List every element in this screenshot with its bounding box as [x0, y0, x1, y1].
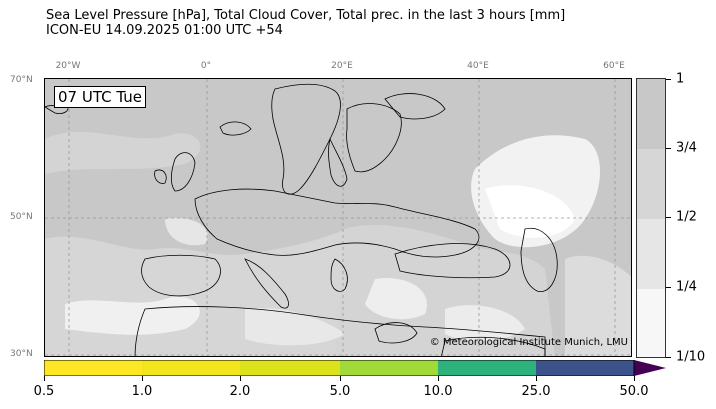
cloud-cover-colorbar — [636, 78, 666, 358]
precip-tick — [634, 376, 635, 381]
lon-label-40e: 40°E — [467, 61, 489, 71]
cloud-cover-tick — [666, 148, 671, 149]
cloud-cover-tick — [666, 357, 671, 358]
precip-label-50.0: 50.0 — [619, 384, 649, 399]
precip-label-0.5: 0.5 — [33, 384, 55, 399]
precipitation-colorbar-graphic — [43, 359, 666, 377]
precip-tick — [536, 376, 537, 381]
lon-label-0: 0° — [200, 61, 212, 71]
cloud-cover-label-1: 1 — [676, 71, 685, 87]
cloud-cover-seg-overcast — [637, 79, 665, 149]
lat-label-70n: 70°N — [10, 75, 33, 85]
lat-label-30n: 30°N — [10, 349, 33, 359]
precip-label-25.0: 25.0 — [521, 384, 551, 399]
lat-label-50n: 50°N — [10, 212, 33, 222]
cloud-cover-seg-broken — [637, 149, 665, 219]
cloud-cover-label-1-4: 1/4 — [676, 279, 697, 295]
precip-seg-1-2 — [142, 360, 240, 376]
copyright-notice: © Meteorological Institute Munich, LMU — [429, 337, 628, 348]
precip-seg-2-5 — [240, 360, 340, 376]
title-line-2: ICON-EU 14.09.2025 01:00 UTC +54 — [46, 23, 283, 38]
precip-seg-0.5-1 — [44, 360, 142, 376]
lon-label-20w: 20°W — [55, 61, 81, 71]
precip-tick — [340, 376, 341, 381]
precip-tick — [438, 376, 439, 381]
title-line-1: Sea Level Pressure [hPa], Total Cloud Co… — [46, 8, 566, 23]
cloud-cover-label-3-4: 3/4 — [676, 140, 697, 156]
precip-label-1.0: 1.0 — [131, 384, 153, 399]
cloud-patches — [45, 131, 631, 356]
lon-label-20e: 20°E — [331, 61, 353, 71]
cloud-cover-seg-clear — [637, 289, 665, 357]
cloud-cover-seg-scattered — [637, 219, 665, 289]
precip-tick — [142, 376, 143, 381]
precip-tick — [240, 376, 241, 381]
precip-label-5.0: 5.0 — [329, 384, 351, 399]
cloud-cover-tick — [666, 217, 671, 218]
precip-label-2.0: 2.0 — [229, 384, 251, 399]
map-canvas — [45, 79, 631, 356]
cloud-cover-label-1-2: 1/2 — [676, 209, 697, 225]
forecast-time-label: 07 UTC Tue — [54, 86, 146, 108]
precip-tick — [44, 376, 45, 381]
precip-seg-25-50 — [536, 360, 634, 376]
precip-label-10.0: 10.0 — [423, 384, 453, 399]
precipitation-colorbar — [43, 359, 666, 377]
weather-map[interactable] — [44, 78, 632, 357]
precip-extend-arrow — [634, 360, 666, 376]
cloud-cover-tick — [666, 287, 671, 288]
lon-label-60e: 60°E — [603, 61, 625, 71]
chart-title: Sea Level Pressure [hPa], Total Cloud Co… — [46, 8, 565, 38]
cloud-cover-tick — [666, 79, 671, 80]
precip-seg-5-10 — [340, 360, 438, 376]
precip-seg-10-25 — [438, 360, 536, 376]
cloud-cover-label-1-10: 1/10 — [676, 349, 706, 365]
graticule-grid — [45, 79, 631, 356]
